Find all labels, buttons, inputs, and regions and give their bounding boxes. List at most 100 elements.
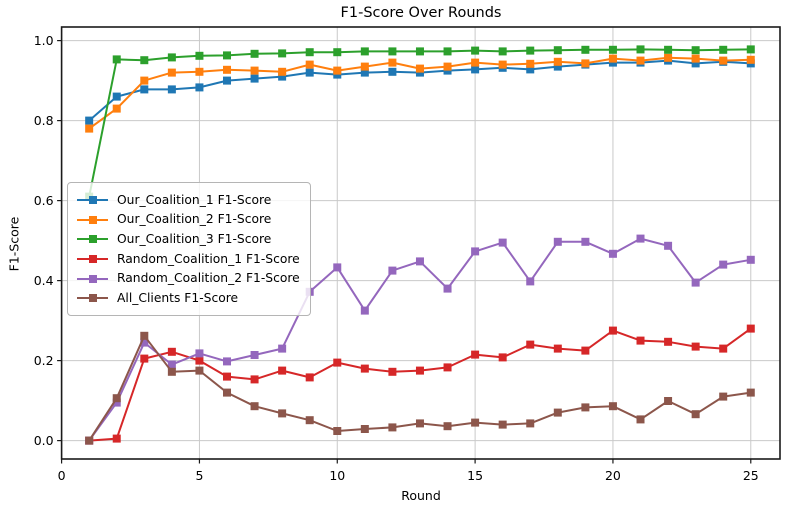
series-marker-Random_Coalition_2 F1-Score: [250, 351, 259, 359]
series-marker-Our_Coalition_3 F1-Score: [333, 48, 342, 57]
series-marker-All_Clients F1-Score: [443, 422, 452, 431]
series-marker-All_Clients F1-Score: [415, 419, 424, 428]
series-marker-Our_Coalition_2 F1-Score: [333, 66, 342, 75]
series-marker-Random_Coalition_2 F1-Score: [140, 338, 149, 347]
y-tick-label: 0.4: [34, 273, 54, 288]
y-tick-label: 0.8: [34, 113, 54, 128]
series-marker-Random_Coalition_2 F1-Score: [360, 306, 369, 315]
series-marker-Random_Coalition_1 F1-Score: [305, 373, 314, 382]
series-marker-All_Clients F1-Score: [581, 403, 590, 412]
series-marker-Random_Coalition_1 F1-Score: [415, 366, 424, 375]
series-marker-Our_Coalition_3 F1-Score: [498, 47, 507, 56]
series-marker-Our_Coalition_1 F1-Score: [85, 116, 94, 125]
series-marker-Random_Coalition_1 F1-Score: [333, 358, 342, 367]
series-marker-Random_Coalition_2 F1-Score: [278, 344, 287, 353]
series-marker-All_Clients F1-Score: [636, 415, 645, 424]
series-marker-Our_Coalition_1 F1-Score: [691, 59, 700, 68]
series-marker-All_Clients F1-Score: [223, 388, 232, 397]
series-marker-Our_Coalition_3 F1-Score: [167, 53, 176, 62]
series-marker-Our_Coalition_2 F1-Score: [223, 65, 232, 74]
legend-label: Random_Coalition_1 F1-Score: [117, 251, 300, 266]
series-marker-Random_Coalition_2 F1-Score: [112, 398, 121, 407]
y-axis-label: F1-Score: [6, 216, 22, 272]
series-marker-All_Clients F1-Score: [112, 394, 121, 403]
x-tick-label: 5: [195, 468, 203, 483]
series-marker-All_Clients F1-Score: [167, 367, 176, 376]
series-marker-All_Clients F1-Score: [498, 420, 507, 429]
series-marker-All_Clients F1-Score: [140, 331, 149, 340]
series-marker-Our_Coalition_2 F1-Score: [636, 56, 645, 65]
legend-item: Random_Coalition_1 F1-Score: [77, 249, 300, 269]
series-marker-Our_Coalition_2 F1-Score: [719, 56, 728, 65]
series-marker-Our_Coalition_2 F1-Score: [443, 62, 452, 71]
series-marker-Our_Coalition_2 F1-Score: [112, 104, 121, 113]
legend-label: Our_Coalition_1 F1-Score: [117, 192, 272, 207]
series-marker-Our_Coalition_3 F1-Score: [581, 45, 590, 54]
series-marker-Our_Coalition_3 F1-Score: [636, 45, 645, 54]
series-marker-Our_Coalition_1 F1-Score: [223, 76, 232, 85]
series-marker-Our_Coalition_3 F1-Score: [360, 47, 369, 56]
series-marker-Random_Coalition_1 F1-Score: [278, 366, 287, 375]
series-marker-All_Clients F1-Score: [608, 402, 617, 411]
series-marker-All_Clients F1-Score: [85, 436, 94, 445]
series-marker-Random_Coalition_1 F1-Score: [581, 346, 590, 355]
series-marker-Our_Coalition_3 F1-Score: [664, 45, 673, 54]
series-marker-Our_Coalition_2 F1-Score: [195, 67, 204, 76]
series-marker-Our_Coalition_2 F1-Score: [278, 67, 287, 76]
series-marker-Our_Coalition_2 F1-Score: [746, 55, 755, 64]
series-marker-Our_Coalition_2 F1-Score: [415, 64, 424, 73]
series-marker-Random_Coalition_1 F1-Score: [167, 347, 176, 356]
series-marker-Random_Coalition_2 F1-Score: [223, 357, 232, 366]
legend-line-marker-icon: [77, 293, 108, 303]
series-marker-Our_Coalition_3 F1-Score: [443, 47, 452, 56]
series-marker-Random_Coalition_2 F1-Score: [415, 257, 424, 266]
series-marker-Our_Coalition_1 F1-Score: [195, 83, 204, 92]
x-tick-label: 25: [743, 468, 759, 483]
series-marker-All_Clients F1-Score: [250, 402, 259, 411]
series-marker-Random_Coalition_1 F1-Score: [443, 363, 452, 372]
series-marker-Random_Coalition_2 F1-Score: [471, 247, 480, 256]
series-marker-Random_Coalition_1 F1-Score: [140, 354, 149, 363]
chart-title: F1-Score Over Rounds: [340, 5, 502, 21]
series-marker-All_Clients F1-Score: [360, 425, 369, 433]
x-tick-label: 0: [58, 468, 66, 483]
series-marker-Our_Coalition_2 F1-Score: [167, 68, 176, 77]
legend-item: Our_Coalition_2 F1-Score: [77, 210, 300, 230]
series-marker-All_Clients F1-Score: [664, 397, 673, 405]
series-marker-All_Clients F1-Score: [333, 427, 342, 435]
series-marker-All_Clients F1-Score: [305, 416, 314, 425]
x-axis-label: Round: [401, 488, 441, 503]
series-marker-Random_Coalition_1 F1-Score: [526, 340, 535, 349]
series-marker-Random_Coalition_1 F1-Score: [195, 356, 204, 365]
series-marker-Random_Coalition_1 F1-Score: [498, 353, 507, 362]
series-marker-Random_Coalition_1 F1-Score: [250, 375, 259, 384]
series-marker-Our_Coalition_3 F1-Score: [608, 45, 617, 54]
series-marker-Random_Coalition_1 F1-Score: [608, 326, 617, 335]
x-tick-label: 10: [329, 468, 345, 483]
y-tick-label: 0.0: [34, 433, 54, 448]
plot-border: [60, 26, 781, 460]
legend-label: Our_Coalition_3 F1-Score: [117, 232, 272, 247]
series-marker-Our_Coalition_3 F1-Score: [278, 49, 287, 58]
y-tick-label: 1.0: [34, 33, 54, 48]
series-marker-Random_Coalition_1 F1-Score: [664, 337, 673, 346]
series-marker-Our_Coalition_3 F1-Score: [140, 56, 149, 65]
series-marker-Our_Coalition_2 F1-Score: [526, 59, 535, 68]
series-marker-Our_Coalition_2 F1-Score: [388, 58, 397, 67]
series-marker-Random_Coalition_2 F1-Score: [167, 360, 176, 369]
series-marker-Our_Coalition_3 F1-Score: [719, 45, 728, 54]
series-marker-Our_Coalition_3 F1-Score: [691, 46, 700, 55]
series-marker-Random_Coalition_1 F1-Score: [112, 434, 121, 443]
series-marker-Our_Coalition_1 F1-Score: [305, 68, 314, 77]
legend-line-marker-icon: [77, 254, 108, 264]
legend-line-marker-icon: [77, 234, 108, 244]
series-marker-All_Clients F1-Score: [471, 418, 480, 427]
series-marker-Random_Coalition_1 F1-Score: [360, 364, 369, 373]
legend: Our_Coalition_1 F1-Score Our_Coalition_2 …: [67, 182, 311, 317]
series-marker-Random_Coalition_1 F1-Score: [553, 344, 562, 353]
series-marker-Our_Coalition_1 F1-Score: [140, 85, 149, 94]
legend-item: Random_Coalition_2 F1-Score: [77, 269, 300, 289]
series-marker-Our_Coalition_3 F1-Score: [553, 46, 562, 55]
series-marker-Our_Coalition_1 F1-Score: [250, 74, 259, 83]
